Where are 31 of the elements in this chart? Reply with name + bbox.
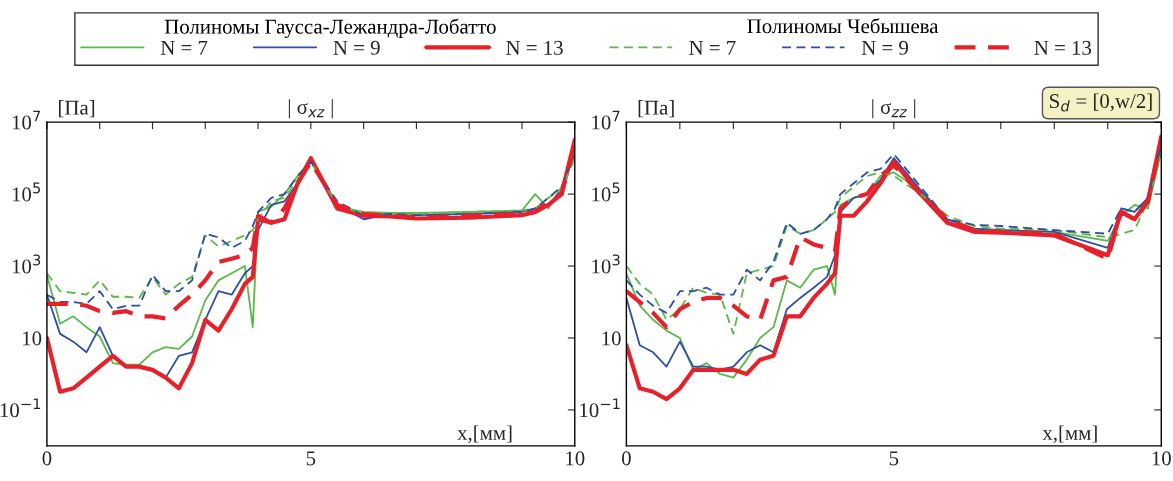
x-tick-label: 0 <box>621 451 631 466</box>
legend-label: N = 7 <box>160 40 208 55</box>
chart-title: | σ$_{xz}$ | <box>288 99 333 119</box>
y-tick-label: 10$^{3}$ <box>592 254 620 274</box>
x-tick-label: 10 <box>1152 451 1171 466</box>
x-axis-title: x,[мм] <box>1042 425 1097 444</box>
chart-title: | σ$_{zz}$ | <box>872 99 916 119</box>
y-axis-title: [Па] <box>59 100 95 118</box>
legend-label: N = 13 <box>506 40 563 55</box>
y-tick-label: 10 <box>23 331 42 346</box>
legend-label: N = 9 <box>861 40 908 55</box>
x-tick-label: 10 <box>566 451 585 466</box>
legend-label: N = 7 <box>689 40 736 55</box>
y-tick-label: 10$^{5}$ <box>12 182 41 202</box>
y-axis-title: [Па] <box>638 100 674 118</box>
text: Полиномы Гаусса-Лежандра-Лобатто <box>164 18 496 38</box>
x-axis-title: x,[мм] <box>457 425 512 444</box>
text: S$_{d}$ = [0,w/2] <box>1050 93 1152 112</box>
legend-label: N = 13 <box>1034 40 1092 55</box>
x-tick-label: 5 <box>306 451 316 466</box>
y-tick-label: 10$^{5}$ <box>592 182 620 202</box>
x-tick-label: 5 <box>889 451 899 466</box>
y-tick-label: 10$^{7}$ <box>592 110 620 130</box>
legend-label: N = 9 <box>333 40 380 55</box>
y-tick-label: 10 <box>602 331 621 346</box>
y-tick-label: 10$^{3}$ <box>12 254 41 274</box>
y-tick-label: 10$^{−1}$ <box>580 398 620 418</box>
y-tick-label: 10$^{7}$ <box>12 110 41 130</box>
text: Полиномы Чебышева <box>747 18 939 34</box>
y-tick-label: 10$^{−1}$ <box>0 398 41 418</box>
x-tick-label: 0 <box>42 451 52 466</box>
